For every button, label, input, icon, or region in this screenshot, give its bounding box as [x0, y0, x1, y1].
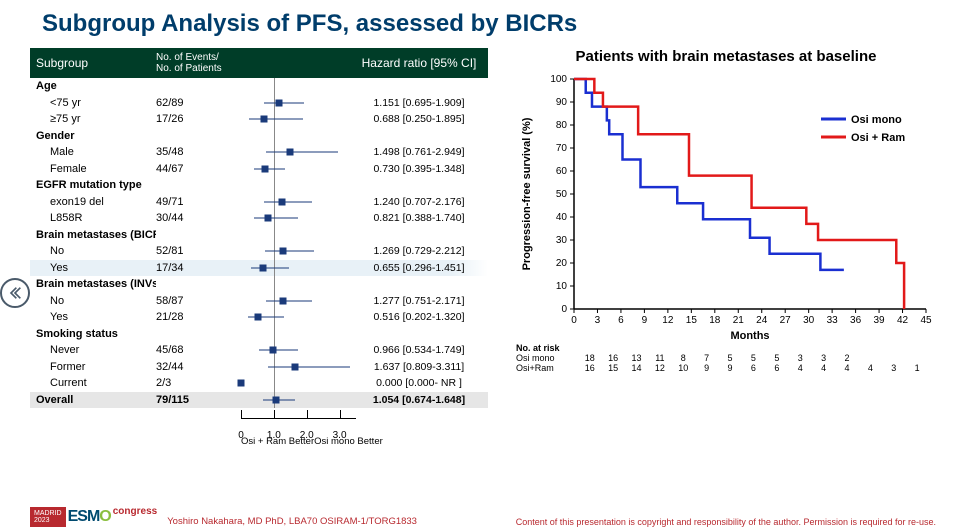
- svg-text:30: 30: [556, 235, 568, 246]
- risk-row: Osi+Ram16151412109966444431: [516, 363, 936, 373]
- svg-text:9: 9: [642, 315, 648, 326]
- svg-text:0: 0: [571, 315, 577, 326]
- risk-row: Osi mono1816131187555332: [516, 353, 936, 363]
- svg-text:60: 60: [556, 166, 568, 177]
- col-hr: Hazard ratio [95% CI]: [356, 56, 482, 70]
- svg-text:30: 30: [803, 315, 815, 326]
- risk-table: No. at riskOsi mono1816131187555332Osi+R…: [516, 343, 936, 373]
- forest-plot: Subgroup No. of Events/ No. of Patients …: [30, 48, 488, 456]
- svg-text:50: 50: [556, 189, 568, 200]
- congress-label: congress: [113, 506, 157, 517]
- forest-body: Age<75 yr62/891.151 [0.695-1.909]≥75 yr1…: [30, 78, 488, 408]
- slide-title: Subgroup Analysis of PFS, assessed by BI…: [0, 0, 956, 38]
- svg-text:24: 24: [756, 315, 768, 326]
- col-events: No. of Events/ No. of Patients: [156, 52, 241, 74]
- forest-row: Female44/670.730 [0.395-1.348]: [30, 161, 488, 178]
- svg-text:10: 10: [556, 281, 568, 292]
- forest-row: Overall79/1151.054 [0.674-1.648]: [30, 392, 488, 409]
- svg-text:0: 0: [561, 304, 567, 315]
- forest-row: Yes21/280.516 [0.202-1.320]: [30, 309, 488, 326]
- forest-row: <75 yr62/891.151 [0.695-1.909]: [30, 95, 488, 112]
- svg-text:36: 36: [850, 315, 862, 326]
- esmo-logo: MADRID 2023 ESMO congress: [30, 507, 157, 527]
- chevron-left-icon: [7, 285, 23, 301]
- forest-row: EGFR mutation type: [30, 177, 488, 194]
- svg-text:20: 20: [556, 258, 568, 269]
- svg-text:3: 3: [595, 315, 601, 326]
- axis-right-label: Osi mono Better: [314, 436, 383, 447]
- forest-row: ≥75 yr17/260.688 [0.250-1.895]: [30, 111, 488, 128]
- forest-row: Never45/680.966 [0.534-1.749]: [30, 342, 488, 359]
- svg-text:21: 21: [733, 315, 745, 326]
- forest-row: Male35/481.498 [0.761-2.949]: [30, 144, 488, 161]
- forest-row: Brain metastases (BICRs): [30, 227, 488, 244]
- svg-text:6: 6: [618, 315, 624, 326]
- km-title: Patients with brain metastases at baseli…: [516, 48, 936, 65]
- madrid-badge: MADRID 2023: [30, 507, 66, 527]
- svg-text:80: 80: [556, 120, 568, 131]
- svg-text:Osi + Ram: Osi + Ram: [851, 132, 905, 144]
- forest-row: No58/871.277 [0.751-2.171]: [30, 293, 488, 310]
- forest-row: No52/811.269 [0.729-2.212]: [30, 243, 488, 260]
- km-svg: 0102030405060708090100036912151821242730…: [516, 71, 936, 341]
- forest-row: Former32/441.637 [0.809-3.311]: [30, 359, 488, 376]
- forest-row: Brain metastases (INVs): [30, 276, 488, 293]
- forest-axis: 01.02.03.0 Osi + Ram Better Osi mono Bet…: [30, 408, 488, 456]
- svg-text:70: 70: [556, 143, 568, 154]
- svg-text:42: 42: [897, 315, 909, 326]
- forest-row: Gender: [30, 128, 488, 145]
- svg-text:33: 33: [827, 315, 839, 326]
- forest-row: L858R30/440.821 [0.388-1.740]: [30, 210, 488, 227]
- svg-text:18: 18: [709, 315, 721, 326]
- svg-text:90: 90: [556, 97, 568, 108]
- content-row: Subgroup No. of Events/ No. of Patients …: [0, 38, 956, 456]
- svg-text:39: 39: [874, 315, 886, 326]
- svg-text:Osi mono: Osi mono: [851, 114, 902, 126]
- forest-row: Age: [30, 78, 488, 95]
- forest-header: Subgroup No. of Events/ No. of Patients …: [30, 48, 488, 78]
- svg-text:27: 27: [780, 315, 792, 326]
- svg-text:100: 100: [550, 74, 567, 85]
- forest-row: Current2/30.000 [0.000- NR ]: [30, 375, 488, 392]
- author-line: Yoshiro Nakahara, MD PhD, LBA70 OSIRAM-1…: [167, 516, 417, 527]
- forest-row: Smoking status: [30, 326, 488, 343]
- col-subgroup: Subgroup: [36, 56, 156, 70]
- svg-text:Progression-free survival (%): Progression-free survival (%): [521, 117, 533, 270]
- svg-text:12: 12: [662, 315, 674, 326]
- svg-text:15: 15: [686, 315, 698, 326]
- axis-left-label: Osi + Ram Better: [241, 436, 314, 447]
- forest-row: exon19 del49/711.240 [0.707-2.176]: [30, 194, 488, 211]
- footer: MADRID 2023 ESMO congress Yoshiro Nakaha…: [0, 507, 956, 527]
- prev-slide-button[interactable]: [0, 278, 30, 308]
- forest-row: Yes17/340.655 [0.296-1.451]: [30, 260, 488, 277]
- svg-text:Months: Months: [730, 330, 769, 341]
- svg-text:40: 40: [556, 212, 568, 223]
- disclaimer: Content of this presentation is copyrigh…: [516, 517, 936, 527]
- svg-text:45: 45: [920, 315, 932, 326]
- km-plot: Patients with brain metastases at baseli…: [516, 48, 936, 456]
